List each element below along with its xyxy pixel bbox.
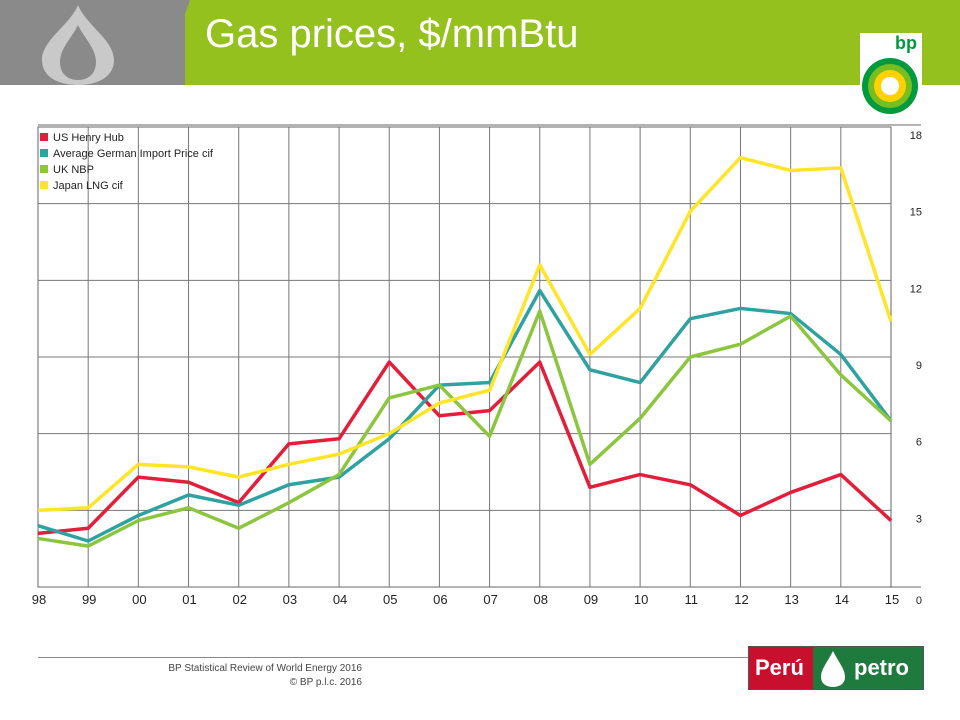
x-tick-label: 11 (685, 592, 699, 607)
peru-petro-logo: Perú petro (748, 646, 924, 690)
series-line (37, 288, 893, 543)
legend-label: Average German Import Price cif (53, 148, 214, 160)
y-tick-label: 3 (916, 513, 922, 525)
x-tick-label: 01 (182, 592, 196, 607)
x-tick-label: 05 (383, 592, 397, 607)
series-layer (37, 155, 893, 548)
helios-icon (862, 58, 918, 114)
legend-label: UK NBP (53, 164, 94, 176)
peru-logo-red-panel (749, 647, 813, 689)
x-tick-label: 12 (734, 592, 748, 607)
footer-rule (38, 657, 923, 658)
bp-logo-text: bp (895, 33, 917, 53)
chart-grid (37, 124, 921, 588)
peru-logo-text-right: petro (854, 655, 909, 680)
source-line-1: BP Statistical Review of World Energy 20… (168, 663, 362, 674)
drop-icon (821, 651, 845, 687)
x-tick-label: 07 (483, 592, 497, 607)
legend-swatch (40, 181, 48, 189)
bp-logo: bp (860, 33, 922, 116)
series-line (37, 360, 893, 536)
x-tick-label: 00 (132, 592, 146, 607)
flame-icon (42, 5, 114, 85)
x-tick-label: 06 (433, 592, 447, 607)
legend-swatch (40, 133, 48, 141)
y-tick-label: 0 (916, 595, 922, 607)
legend-swatch (40, 165, 48, 173)
x-axis-ticks: 98 99 00 01 02 03 04 05 06 07 08 09 10 11 12 13 14 15 (32, 592, 899, 607)
x-tick-label: 02 (232, 592, 246, 607)
source-line-2: © BP p.l.c. 2016 (289, 677, 362, 688)
peru-logo-text-left: Perú (755, 655, 804, 680)
y-tick-label: 9 (916, 360, 922, 372)
x-tick-label: 13 (784, 592, 798, 607)
x-tick-label: 08 (534, 592, 548, 607)
y-tick-label: 15 (910, 207, 922, 219)
series-line (37, 309, 893, 548)
series-line (37, 155, 893, 513)
x-tick-label: 15 (885, 592, 899, 607)
slide-title: Gas prices, $/mmBtu (205, 12, 579, 56)
legend-label: US Henry Hub (53, 132, 124, 144)
x-tick-label: 03 (283, 592, 297, 607)
x-tick-label: 10 (634, 592, 648, 607)
x-tick-label: 09 (584, 592, 598, 607)
legend-label: Japan LNG cif (53, 180, 124, 192)
legend-swatch (40, 149, 48, 157)
x-tick-label: 14 (835, 592, 849, 607)
y-tick-label: 12 (910, 283, 922, 295)
x-tick-label: 04 (333, 592, 347, 607)
x-tick-label: 99 (82, 592, 96, 607)
header-logo-panel (0, 0, 185, 85)
header-divider (160, 0, 190, 85)
y-tick-label: 18 (910, 130, 922, 142)
x-tick-label: 98 (32, 592, 46, 607)
y-axis-ticks: 0 3 6 9 12 15 18 (910, 130, 922, 607)
legend: US Henry Hub Average German Import Price … (40, 132, 214, 192)
y-tick-label: 6 (916, 437, 922, 449)
source-note: BP Statistical Review of World Energy 20… (150, 662, 362, 690)
